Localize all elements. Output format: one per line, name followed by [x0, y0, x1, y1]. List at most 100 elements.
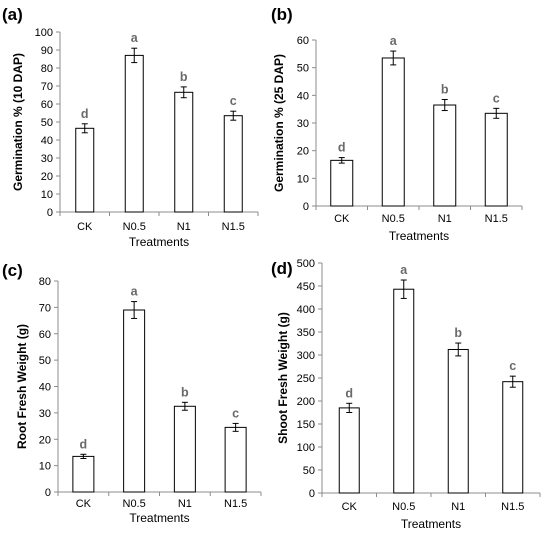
significance-letter: d [80, 437, 88, 451]
x-tick-label: N1 [177, 221, 191, 233]
y-tick-label: 80 [39, 276, 51, 288]
y-tick-label: 30 [39, 408, 51, 420]
significance-letter: d [81, 107, 89, 121]
panel-label: (a) [2, 5, 23, 24]
panel-d: (d) 0 50 100 150 200 250 300 350 400 450 500 d CK a N0.… [271, 258, 541, 531]
x-tick-label: N1.5 [501, 501, 524, 513]
y-tick-label: 40 [297, 90, 309, 102]
y-axis-title: Germination % (10 DAP) [11, 53, 25, 191]
y-tick-label: 60 [41, 99, 53, 111]
y-tick-label: 70 [39, 302, 51, 314]
y-tick-label: 20 [41, 171, 53, 183]
y-tick-label: 50 [297, 63, 309, 75]
significance-letter: a [131, 31, 139, 45]
bar [484, 112, 508, 207]
y-tick-label: 30 [297, 118, 309, 130]
y-tick-label: 0 [45, 487, 51, 499]
panel-a: (a) 0 10 20 30 40 50 60 70 80 90 100 d CK a N0.5 b N1 c N1.… [2, 5, 259, 249]
panel-label: (d) [271, 259, 293, 278]
y-axis-title: Shoot Fresh Weight (g) [276, 312, 290, 444]
x-tick-label: N0.5 [123, 498, 146, 510]
x-tick-label: CK [334, 213, 350, 225]
y-tick-label: 150 [297, 419, 315, 431]
significance-letter: d [345, 386, 353, 400]
x-axis-title: Treatments [129, 511, 189, 525]
bar [224, 426, 247, 493]
bar [223, 115, 243, 213]
significance-letter: b [454, 326, 462, 340]
bar [381, 57, 405, 207]
x-axis-title: Treatments [401, 517, 461, 531]
significance-letter: a [400, 263, 408, 277]
x-axis-title: Treatments [389, 229, 449, 243]
x-tick-label: N0.5 [382, 213, 405, 225]
y-tick-label: 40 [39, 382, 51, 394]
significance-letter: c [493, 91, 500, 105]
y-tick-label: 100 [297, 442, 315, 454]
significance-letter: b [181, 385, 189, 399]
bar [124, 54, 144, 213]
y-tick-label: 10 [297, 173, 309, 185]
y-tick-label: 300 [297, 350, 315, 362]
significance-letter: c [232, 406, 239, 420]
bar [173, 405, 196, 493]
y-tick-label: 250 [297, 373, 315, 385]
y-tick-label: 0 [303, 201, 309, 213]
y-tick-label: 0 [309, 488, 315, 500]
y-tick-label: 20 [297, 146, 309, 158]
significance-letter: b [441, 82, 449, 96]
panel-c: (c) 0 10 20 30 40 50 60 70 80 d CK a N0.5 b N1 c N1.5 Trea… [2, 261, 262, 525]
x-tick-label: CK [342, 501, 358, 513]
bar [502, 381, 524, 494]
significance-letter: c [230, 94, 237, 108]
x-tick-label: N1 [178, 498, 192, 510]
y-tick-label: 50 [39, 355, 51, 367]
y-tick-label: 10 [41, 189, 53, 201]
y-tick-label: 20 [39, 434, 51, 446]
y-tick-label: 60 [39, 329, 51, 341]
bar [174, 91, 194, 213]
x-tick-label: N1 [438, 213, 452, 225]
bar [75, 127, 95, 213]
y-tick-label: 200 [297, 396, 315, 408]
y-tick-label: 70 [41, 81, 53, 93]
bar [338, 407, 360, 494]
y-tick-label: 450 [297, 281, 315, 293]
significance-letter: d [338, 141, 346, 155]
bar [447, 348, 469, 494]
y-tick-label: 40 [41, 135, 53, 147]
significance-letter: b [180, 70, 188, 84]
significance-letter: a [131, 285, 139, 299]
y-tick-label: 100 [35, 27, 53, 39]
y-tick-label: 50 [303, 465, 315, 477]
y-tick-label: 50 [41, 117, 53, 129]
bar [330, 159, 354, 207]
y-axis-title: Root Fresh Weight (g) [15, 324, 29, 449]
bar [393, 288, 415, 494]
x-axis-title: Treatments [129, 235, 189, 249]
y-tick-label: 80 [41, 63, 53, 75]
y-tick-label: 400 [297, 304, 315, 316]
bar [123, 309, 146, 493]
panel-label: (c) [2, 261, 23, 280]
y-tick-label: 10 [39, 461, 51, 473]
y-tick-label: 30 [41, 153, 53, 165]
x-tick-label: N1.5 [485, 213, 508, 225]
bar [433, 104, 457, 207]
x-tick-label: N1.5 [222, 221, 245, 233]
x-tick-label: CK [77, 221, 93, 233]
y-tick-label: 500 [297, 258, 315, 270]
y-tick-label: 350 [297, 327, 315, 339]
y-axis-title: Germination % (25 DAP) [272, 54, 286, 192]
x-tick-label: N1 [451, 501, 465, 513]
panel-label: (b) [271, 5, 293, 24]
y-tick-label: 60 [297, 35, 309, 47]
y-tick-label: 0 [47, 207, 53, 219]
significance-letter: c [509, 359, 516, 373]
y-tick-label: 90 [41, 45, 53, 57]
x-tick-label: CK [76, 498, 92, 510]
x-tick-label: N1.5 [224, 498, 247, 510]
x-tick-label: N0.5 [392, 501, 415, 513]
bar [72, 455, 95, 493]
